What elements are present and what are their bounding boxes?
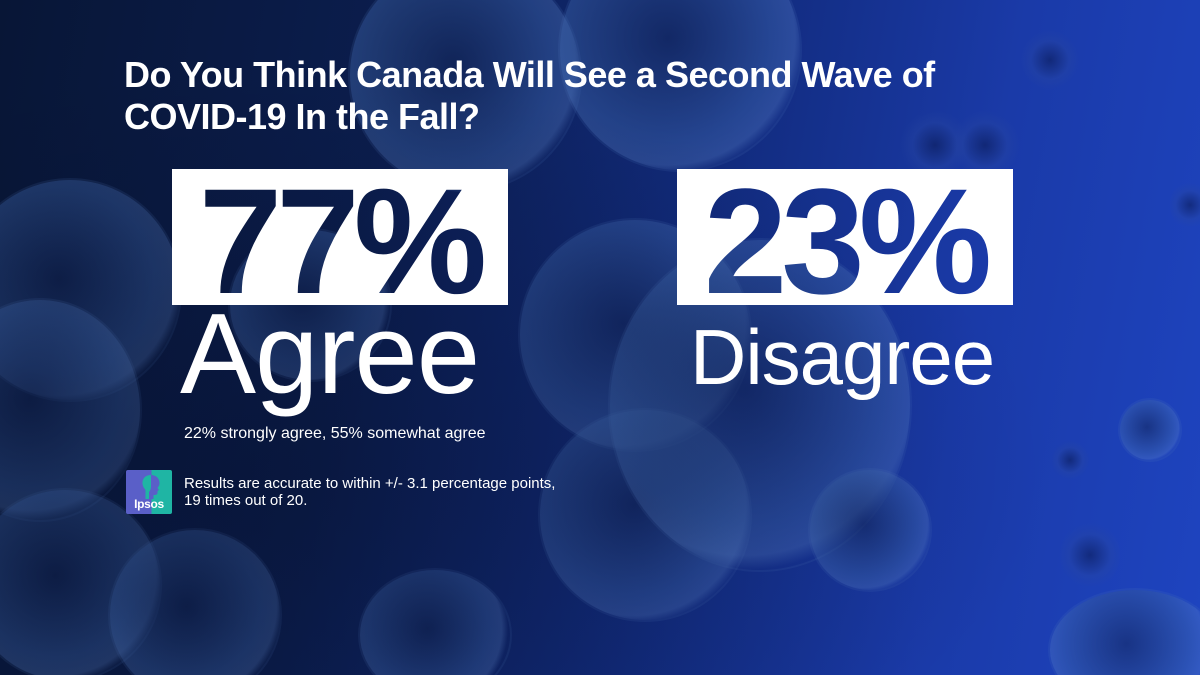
ipsos-logo: Ipsos <box>126 470 172 514</box>
footnote-line-2: 19 times out of 20. <box>184 492 308 509</box>
question-title: Do You Think Canada Will See a Second Wa… <box>124 54 1084 138</box>
footnote-line-1: Results are accurate to within +/- 3.1 p… <box>184 475 556 492</box>
agree-label: Agree <box>180 291 480 418</box>
ipsos-head-silhouette-icon <box>142 475 160 499</box>
title-line-1: Do You Think Canada Will See a Second Wa… <box>124 54 935 95</box>
disagree-label: Disagree <box>690 313 995 401</box>
agree-breakdown: 22% strongly agree, 55% somewhat agree <box>184 425 486 442</box>
agree-percent-box: 77% 77% <box>172 169 508 305</box>
margin-of-error-note: Results are accurate to within +/- 3.1 p… <box>184 475 555 509</box>
title-line-2: COVID-19 In the Fall? <box>124 96 480 137</box>
disagree-percent-box: 23% 23% <box>677 169 1013 305</box>
ipsos-logo-text: Ipsos <box>134 497 164 511</box>
